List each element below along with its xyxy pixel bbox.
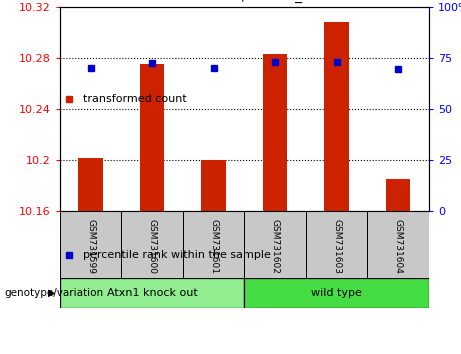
Bar (183, 211, 244, 278)
Bar (244, 278, 429, 308)
Bar (201, 160, 226, 211)
Bar (324, 22, 349, 211)
Text: wild type: wild type (311, 288, 362, 298)
Bar (263, 54, 287, 211)
Text: GSM731601: GSM731601 (209, 219, 218, 274)
Text: genotype/variation: genotype/variation (5, 288, 104, 298)
Text: percentile rank within the sample: percentile rank within the sample (83, 250, 271, 260)
Text: GSM731603: GSM731603 (332, 219, 341, 274)
Bar (386, 179, 410, 211)
Text: GSM731600: GSM731600 (148, 219, 157, 274)
Title: GDS4148 / 18951_at: GDS4148 / 18951_at (172, 0, 316, 3)
Bar (121, 211, 183, 278)
Bar (367, 211, 429, 278)
Bar (140, 64, 165, 211)
Text: GSM731604: GSM731604 (394, 219, 402, 274)
Text: transformed count: transformed count (83, 94, 187, 104)
Bar (306, 211, 367, 278)
Bar (60, 278, 244, 308)
Bar (60, 211, 121, 278)
Text: Atxn1 knock out: Atxn1 knock out (107, 288, 197, 298)
Text: GSM731602: GSM731602 (271, 219, 279, 274)
Bar (78, 159, 103, 211)
Text: ▶: ▶ (48, 288, 55, 298)
Bar (244, 211, 306, 278)
Text: GSM731599: GSM731599 (86, 219, 95, 274)
